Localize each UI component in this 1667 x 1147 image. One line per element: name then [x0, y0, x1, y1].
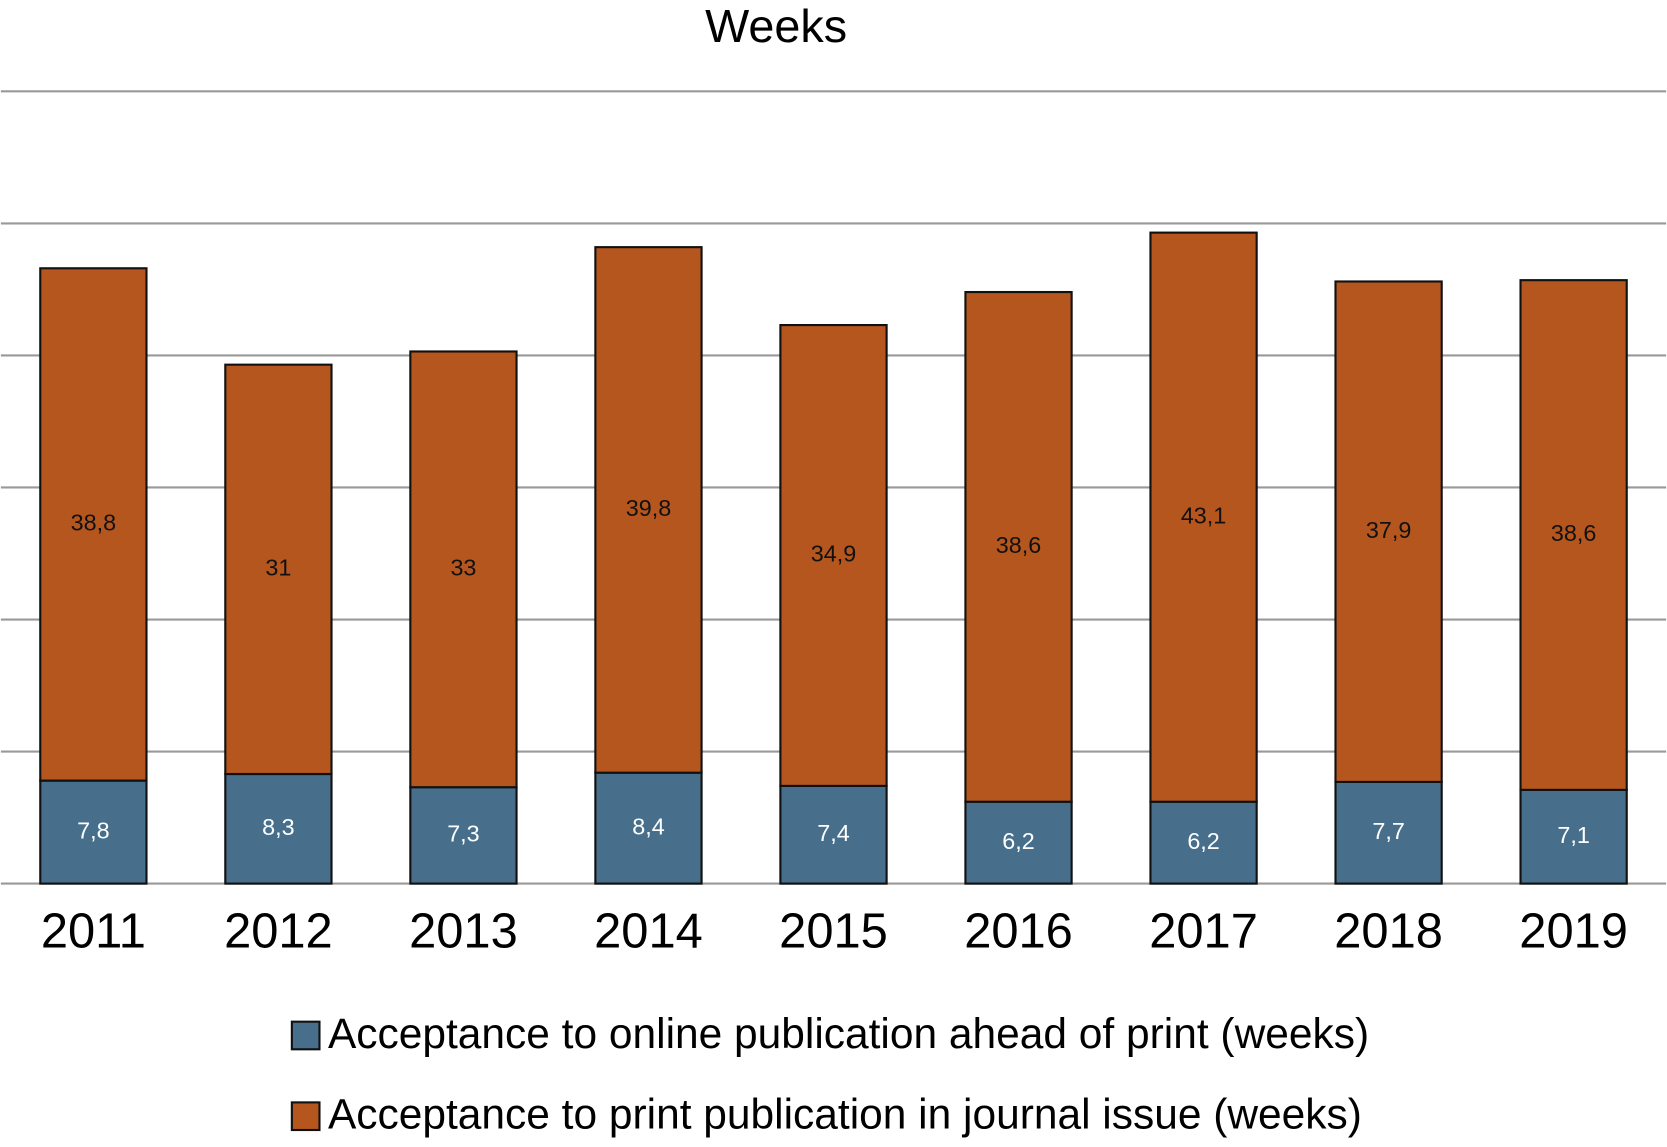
bar-segment	[409, 350, 518, 789]
bar-segment	[224, 363, 333, 776]
x-tick-label: 2015	[779, 904, 888, 958]
bar-segment	[1334, 280, 1443, 784]
data-label: 39,8	[626, 495, 671, 521]
x-tick-label: 2013	[409, 904, 518, 958]
bar-segment	[779, 784, 888, 885]
data-label: 6,2	[1187, 828, 1219, 854]
x-tick-label: 2012	[224, 904, 333, 958]
data-label: 33	[450, 555, 476, 581]
data-label: 38,6	[996, 532, 1041, 558]
data-label: 38,6	[1551, 520, 1596, 546]
bar-segment	[779, 323, 888, 787]
bar-segment	[594, 246, 703, 774]
data-label: 43,1	[1181, 502, 1226, 528]
bar-segment	[39, 267, 148, 782]
x-tick-label: 2011	[41, 904, 146, 958]
data-label: 34,9	[811, 541, 856, 567]
bar-segment	[409, 786, 518, 885]
x-tick-label: 2018	[1334, 904, 1443, 958]
bar-segment	[1519, 788, 1628, 885]
data-label: 8,4	[632, 813, 664, 839]
data-label: 7,7	[1372, 818, 1404, 844]
x-tick-label: 2014	[594, 904, 703, 958]
legend-swatch	[290, 1101, 321, 1132]
x-tick-label: 2016	[964, 904, 1073, 958]
bar-segment	[1334, 780, 1443, 885]
legend-label: Acceptance to print publication in journ…	[328, 1091, 1362, 1138]
bar-segment	[1149, 800, 1258, 885]
data-label: 7,1	[1557, 822, 1589, 848]
bar-segment	[594, 771, 703, 885]
data-label: 38,8	[71, 510, 116, 536]
x-tick-label: 2017	[1149, 904, 1258, 958]
data-label: 7,3	[447, 821, 479, 847]
bar-segment	[1149, 231, 1258, 803]
data-label: 7,8	[77, 817, 109, 843]
bar-segment	[224, 772, 333, 885]
bar-segment	[964, 290, 1073, 803]
data-label: 7,4	[817, 820, 849, 846]
legend-label: Acceptance to online publication ahead o…	[328, 1011, 1369, 1058]
data-label: 31	[265, 555, 291, 581]
bar-segment	[39, 779, 148, 885]
chart-title: Weeks	[705, 0, 847, 52]
x-tick-label: 2019	[1519, 904, 1628, 958]
data-label: 6,2	[1002, 828, 1034, 854]
data-label: 8,3	[262, 814, 294, 840]
bar-segment	[1519, 279, 1628, 791]
bar-segment	[964, 800, 1073, 885]
legend-swatch	[290, 1020, 321, 1051]
data-label: 37,9	[1366, 517, 1411, 543]
